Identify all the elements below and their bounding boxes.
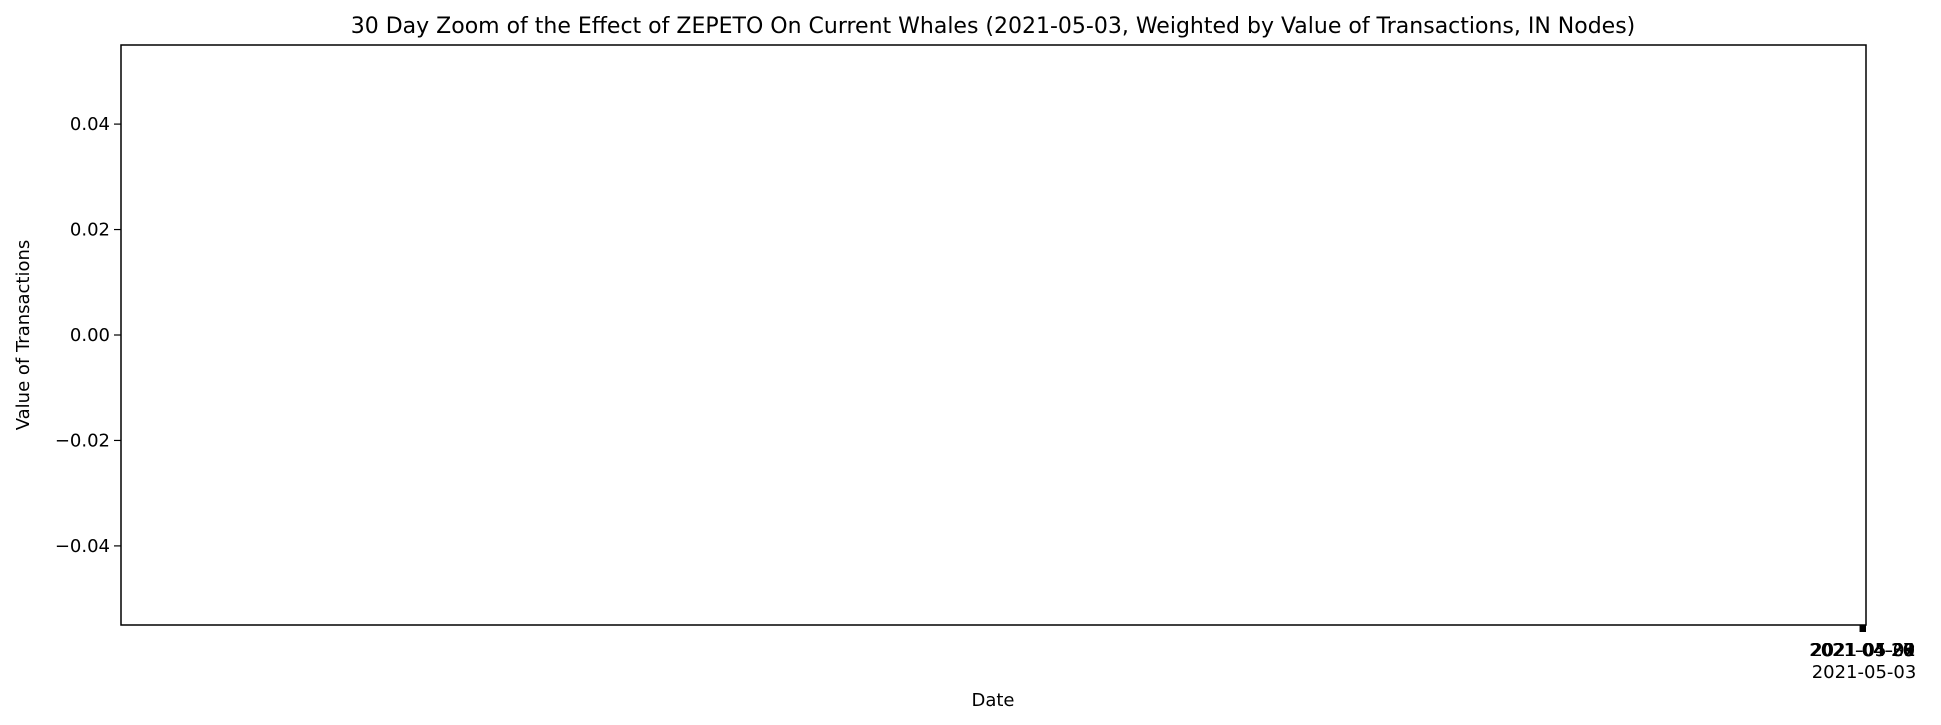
y-tick-label: 0.00 [70,325,110,346]
x-tick-label: 2021-04-29 [1810,640,1915,661]
y-tick-label: −0.04 [55,536,110,557]
x-tick-label: 2021-04-26 [1809,640,1914,661]
y-axis-label: Value of Transactions [13,240,34,431]
x-tick-label: 2021-04-28 [1810,640,1915,661]
x-axis-label: Date [971,690,1014,711]
plot-area-frame [120,44,1867,626]
y-axis-ticks: 0.04 0.02 0.00 −0.02 −0.04 [55,114,121,557]
x-tick-label: 2021-05-02 [1811,640,1916,661]
x-tick-label: 2021-04-30 [1811,640,1916,661]
x-tick-label: 2021-04-27 [1810,640,1915,661]
chart-title: 30 Day Zoom of the Effect of ZEPETO On C… [351,14,1636,39]
x-axis-ticks: 2021-04-262021-04-272021-04-282021-04-29… [1809,625,1916,683]
y-tick-label: −0.02 [55,430,110,451]
y-tick-label: 0.02 [70,220,110,241]
x-tick-label: 2021-05-01 [1811,640,1916,661]
y-tick-label: 0.04 [70,114,110,135]
x-tick-label: 2021-05-03 [1812,662,1917,683]
